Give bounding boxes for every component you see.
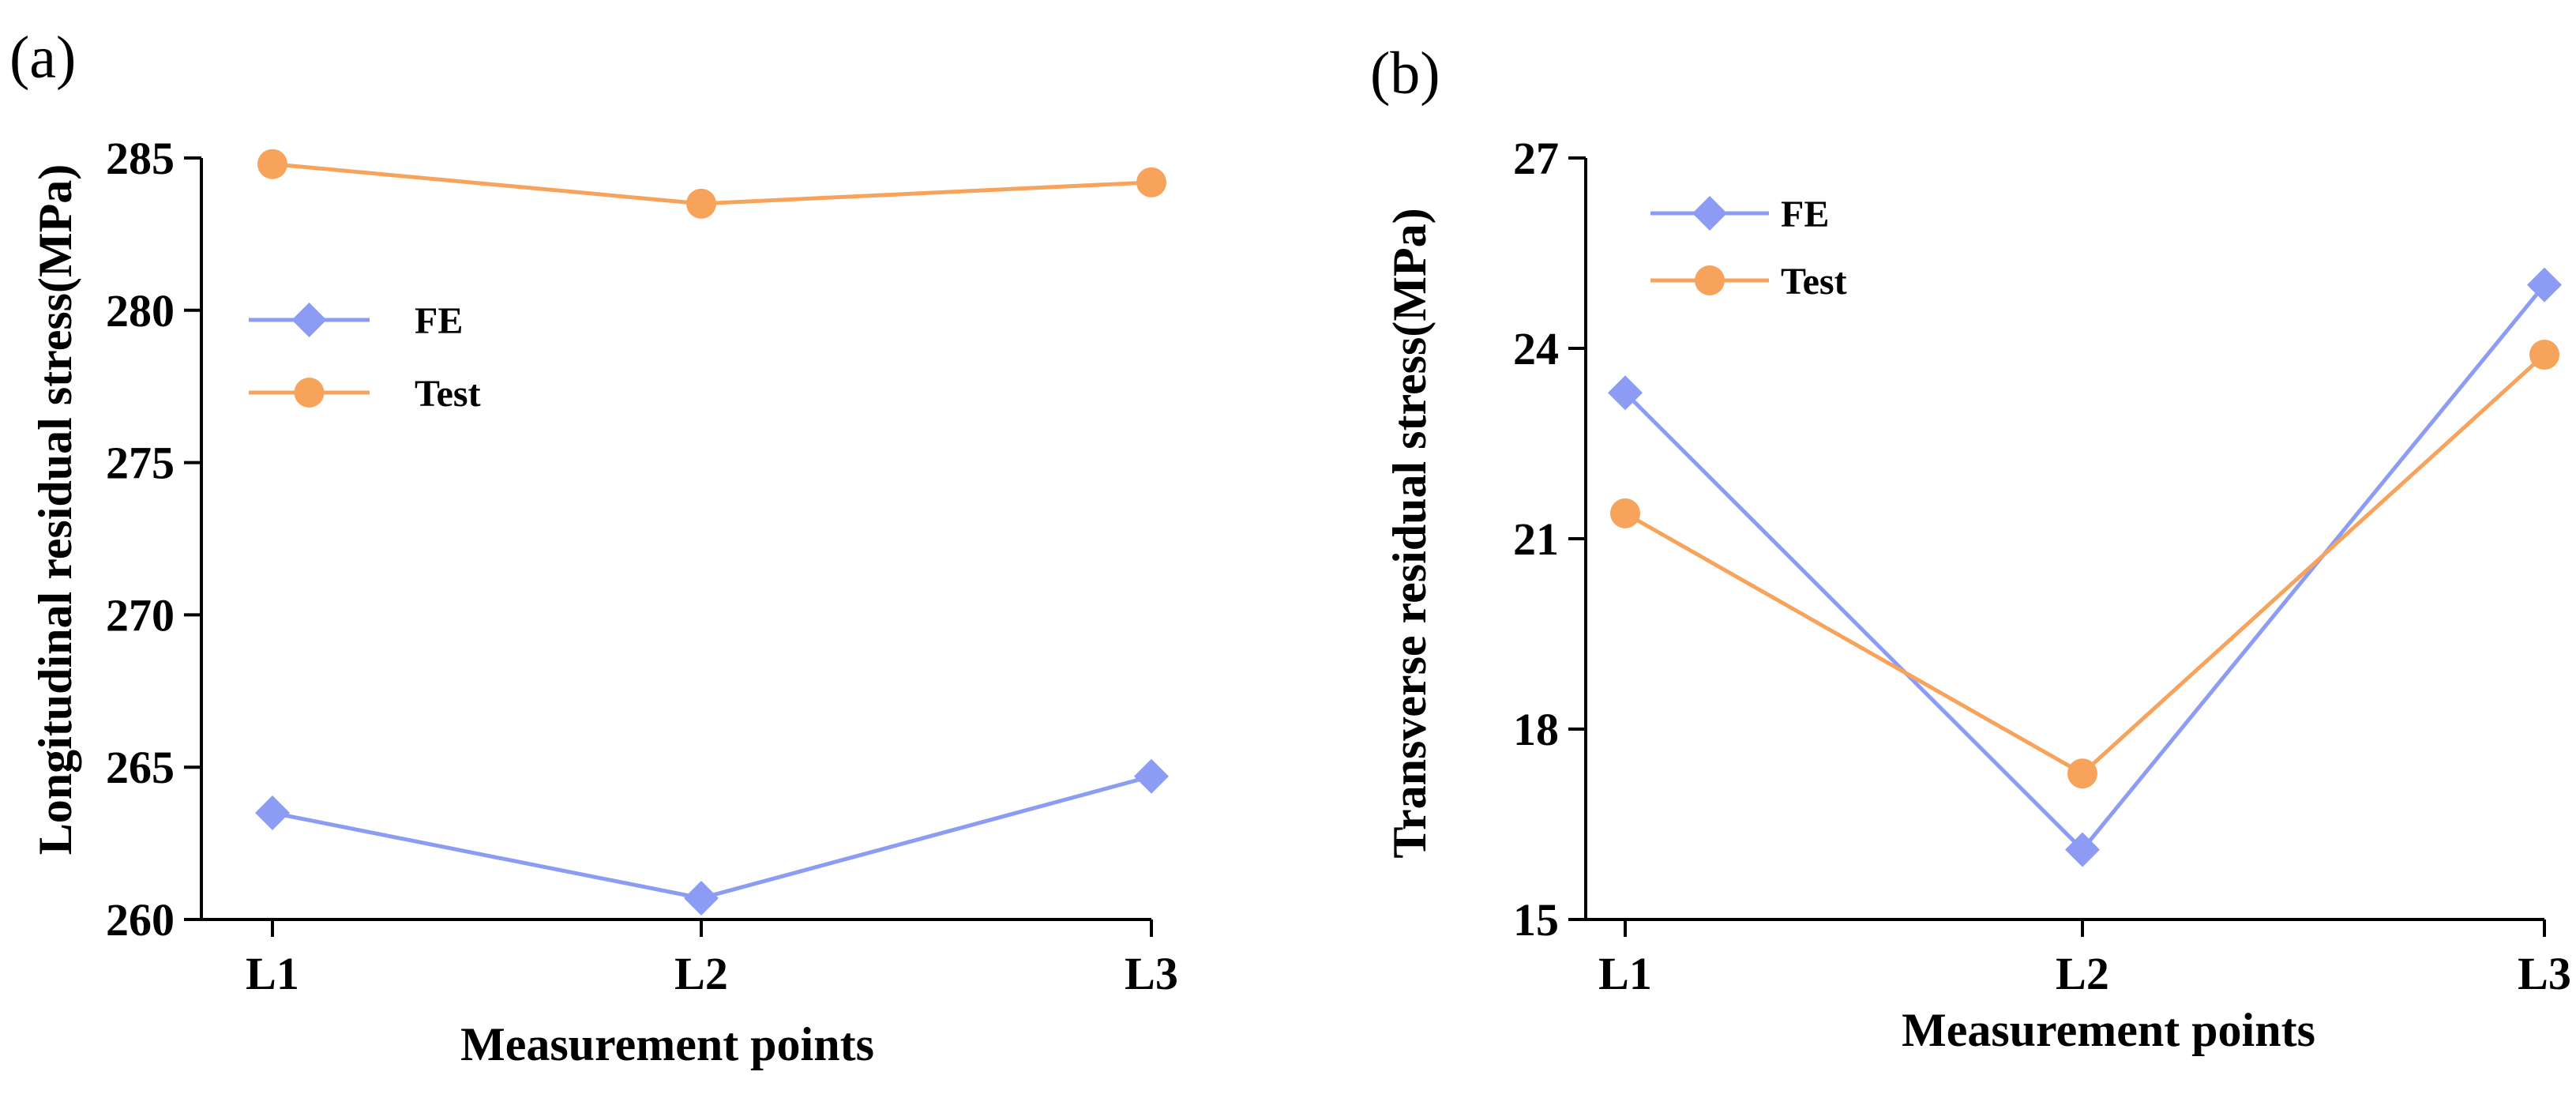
panel-1-y-tick-label: 15 [1513,894,1559,946]
panel-0-series-test-point [257,149,287,179]
panel-0-series-fe-point [684,881,719,916]
panel-1-series-test-point [1610,498,1640,528]
panel-0-y-tick-label: 275 [106,438,175,489]
panel-0-legend-test-label: Test [415,373,481,415]
panel-1-series-fe-point [2527,267,2562,303]
panel-0-y-tick-label: 265 [106,742,175,793]
panel-b-x-axis-title: Measurement points [1902,1004,2315,1056]
panel-1-x-tick-label: L2 [2056,948,2109,999]
panel-0-series-fe-line [272,774,1152,901]
panel-1-legend-fe-label: FE [1781,194,1829,235]
panel-1-y-tick-label: 18 [1513,704,1559,755]
panel-1-series-test-point [2067,758,2097,789]
panel-0-x-tick-label: L3 [1125,948,1178,999]
panel-1-x-tick-label: L3 [2518,948,2571,999]
panel-0-series-fe-point [255,795,290,831]
panel-1-y-tick-label: 21 [1513,513,1559,565]
panel-1-legend-test-marker [1695,265,1725,295]
panel-b-y-axis-title: Transverse residual stress(MPa) [1384,208,1436,858]
panel-a-y-axis-title: Longitudinal residual stress(MPa) [29,164,81,855]
panel-0-y-tick-label: 280 [106,285,175,337]
panel-1-series-test-line [1624,353,2546,776]
panel-b-axes [1584,158,2544,921]
panel-1-legend-fe-marker [1692,196,1727,231]
panel-0-legend-test-marker [294,378,325,408]
panel-b-series [1608,267,2562,867]
panel-0-y-tick-label: 260 [106,894,175,946]
panel-0-x-tick-label: L1 [246,948,299,999]
panel-0-series-fe-point [1134,758,1169,794]
panel-a-legend: FE Test [249,300,481,415]
panel-0-x-tick-label: L2 [674,948,728,999]
panel-0-series-test-point [686,188,716,219]
panel-0-y-tick-label: 270 [106,589,175,641]
panel-1-y-tick-label: 24 [1513,323,1559,374]
panel-b-legend: FE Test [1650,194,1847,303]
panel-1-series-test-point [2529,340,2559,370]
panel-b-label: (b) [1370,40,1440,107]
panel-1-series-fe-point [2065,832,2100,867]
panel-a-ticks: 260 265 270 275 280 285 L1 L2 L3 [106,133,1178,999]
panel-a-longitudinal-chart: (a) Longitudinal residual stress(MPa) Me… [9,24,1178,1070]
panel-1-legend-test-label: Test [1781,261,1847,303]
panel-1-series-fe-point [1608,375,1643,411]
panel-a-x-axis-title: Measurement points [460,1018,874,1070]
panel-0-series-test-point [1136,167,1166,197]
panel-a-axes [200,158,1151,921]
panel-a-series [255,149,1169,916]
panel-b-ticks: 15 18 21 24 27 L1 L2 L3 [1513,133,2571,999]
panel-1-x-tick-label: L1 [1598,948,1652,999]
panel-0-legend-fe-label: FE [415,300,463,342]
panel-0-y-tick-label: 285 [106,133,175,184]
panel-0-legend-fe-marker [291,303,327,337]
panel-b-transverse-chart: (b) Transverse residual stress(MPa) Meas… [1370,40,2571,1056]
panel-a-label: (a) [9,24,76,91]
panel-1-y-tick-label: 27 [1513,133,1559,184]
